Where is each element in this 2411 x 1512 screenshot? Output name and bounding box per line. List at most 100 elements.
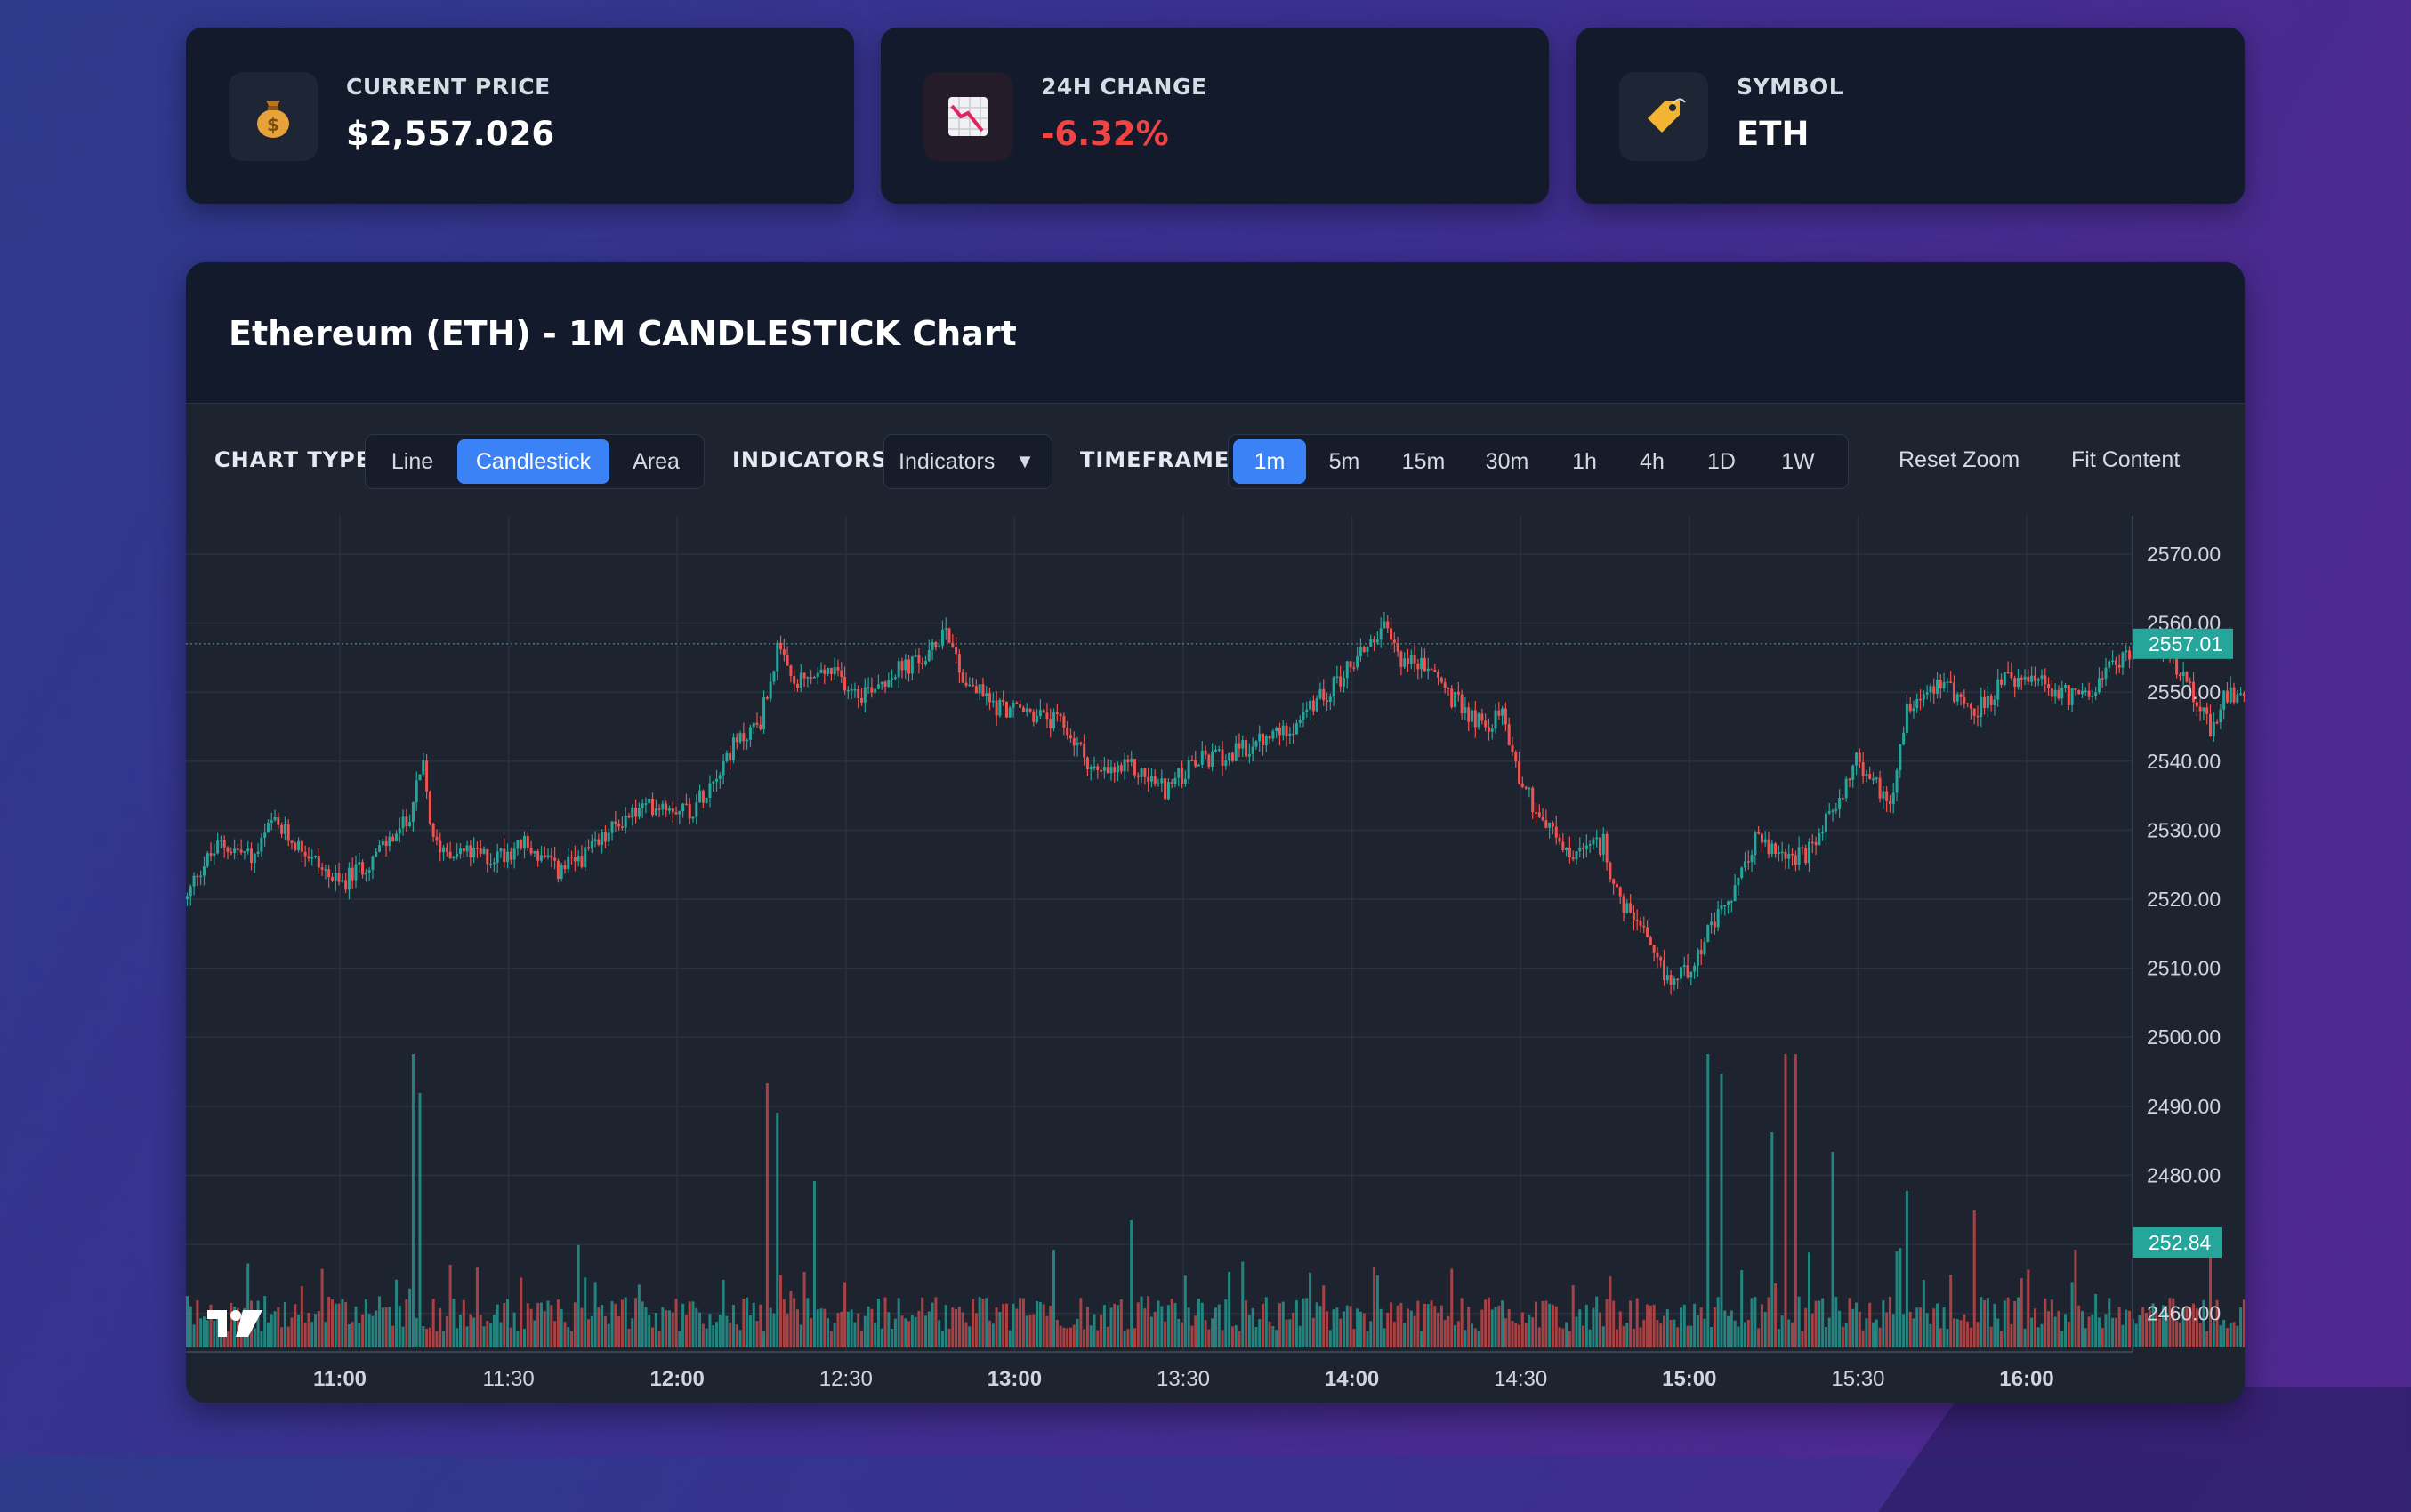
volume-bar (900, 1315, 904, 1347)
candle-body (603, 832, 607, 842)
candle-body (1447, 688, 1450, 689)
timeframe-1d-button[interactable]: 1D (1707, 448, 1736, 474)
candle-body (310, 857, 314, 859)
volume-bar (681, 1303, 685, 1347)
volume-bar (1477, 1330, 1480, 1347)
volume-bar (1278, 1303, 1281, 1347)
candle-body (876, 684, 880, 689)
candle-body (1119, 765, 1123, 772)
chart-type-line-button[interactable]: Line (391, 448, 434, 474)
volume-bar (1595, 1296, 1599, 1347)
volume-bar (533, 1320, 536, 1347)
chart-type-candlestick-button[interactable]: Candlestick (457, 439, 609, 484)
timeframe-1m-button[interactable]: 1m (1233, 439, 1306, 484)
volume-bar (883, 1297, 887, 1347)
candle-body (2084, 690, 2087, 693)
reset-zoom-button[interactable]: Reset Zoom (1899, 447, 2020, 472)
timeframe-30m-button[interactable]: 30m (1485, 448, 1529, 474)
candle-body (1143, 768, 1147, 777)
volume-bar (1117, 1305, 1120, 1347)
volume-bar (1066, 1328, 1069, 1347)
candle-body (701, 790, 705, 803)
volume-bar (341, 1299, 344, 1347)
volume-bar (648, 1315, 651, 1347)
candle-body (1922, 694, 1925, 700)
volume-bar (290, 1317, 294, 1347)
volume-bar (972, 1299, 975, 1347)
candlestick-chart[interactable]: 2570.002560.002550.002540.002530.002520.… (186, 516, 2245, 1403)
candle-body (1878, 777, 1882, 799)
volume-bar (607, 1323, 610, 1347)
volume-bar (1902, 1314, 1906, 1347)
volume-bar (921, 1297, 924, 1347)
candle-body (698, 790, 702, 803)
volume-bar (1420, 1331, 1423, 1347)
volume-bar (691, 1301, 695, 1347)
candle-body (1342, 678, 1345, 687)
volume-bar (2003, 1300, 2006, 1347)
candle-body (1780, 851, 1784, 854)
volume-bar (347, 1323, 351, 1347)
candle-body (1238, 743, 1241, 749)
candle-body (974, 686, 978, 694)
candle-body (489, 864, 493, 865)
volume-bar (1946, 1328, 1949, 1347)
volume-bar (2125, 1309, 2128, 1347)
candle-body (1416, 663, 1420, 670)
chart-type-selector: Line Candlestick Area (365, 434, 705, 489)
tradingview-logo-icon[interactable] (207, 1310, 262, 1337)
candle-body (863, 687, 867, 703)
volume-bar (1100, 1314, 1103, 1347)
volume-bar (1780, 1315, 1784, 1347)
price-axis: 2570.002560.002550.002540.002530.002520.… (2147, 543, 2221, 1325)
candle-body (1149, 776, 1153, 782)
volume-bar (492, 1314, 496, 1347)
volume-bar (1102, 1305, 1106, 1347)
chart-type-area-button[interactable]: Area (633, 448, 680, 474)
volume-bar (816, 1309, 819, 1347)
timeframe-15m-button[interactable]: 15m (1401, 448, 1446, 474)
volume-bar (795, 1309, 799, 1347)
candle-body (526, 835, 529, 848)
candle-body (202, 866, 206, 876)
timeframe-1w-button[interactable]: 1W (1781, 448, 1815, 474)
volume-bar (445, 1315, 448, 1347)
fit-content-button[interactable]: Fit Content (2071, 447, 2181, 472)
volume-bar (843, 1282, 847, 1347)
candle-body (934, 641, 938, 647)
volume-bar (934, 1297, 938, 1347)
volume-bar (1612, 1300, 1616, 1347)
candle-body (1814, 841, 1818, 846)
candle-body (337, 873, 341, 882)
volume-bar (1390, 1302, 1393, 1347)
candle-body (1281, 725, 1285, 736)
volume-bar (1379, 1308, 1383, 1347)
indicators-dropdown[interactable]: Indicators ▼ (883, 434, 1052, 489)
candle-body (456, 854, 459, 857)
candle-body (1774, 843, 1778, 854)
candle-body (1537, 812, 1541, 817)
candle-body (1032, 711, 1036, 722)
volume-bar (1052, 1250, 1056, 1347)
volume-bar (2094, 1293, 2098, 1347)
timeframe-5m-button[interactable]: 5m (1328, 448, 1360, 474)
volume-bar (1036, 1301, 1039, 1347)
candle-body (1531, 787, 1535, 813)
candle-body (1008, 707, 1012, 718)
candle-body (610, 821, 614, 833)
volume-bar (1399, 1302, 1403, 1347)
candle-body (1993, 699, 1996, 705)
timeframe-1h-button[interactable]: 1h (1572, 448, 1597, 474)
candle-body (2016, 677, 2020, 687)
volume-bar (1599, 1312, 1602, 1347)
timeframe-4h-button[interactable]: 4h (1640, 448, 1665, 474)
candle-body (1136, 775, 1140, 777)
volume-bar (748, 1315, 752, 1347)
candle-body (1339, 676, 1343, 687)
volume-bar (1568, 1331, 1571, 1347)
candle-body (964, 682, 968, 686)
volume-bar (614, 1303, 617, 1347)
candle-body (1696, 949, 1699, 966)
volume-bar (1730, 1310, 1733, 1347)
candle-body (523, 835, 526, 849)
